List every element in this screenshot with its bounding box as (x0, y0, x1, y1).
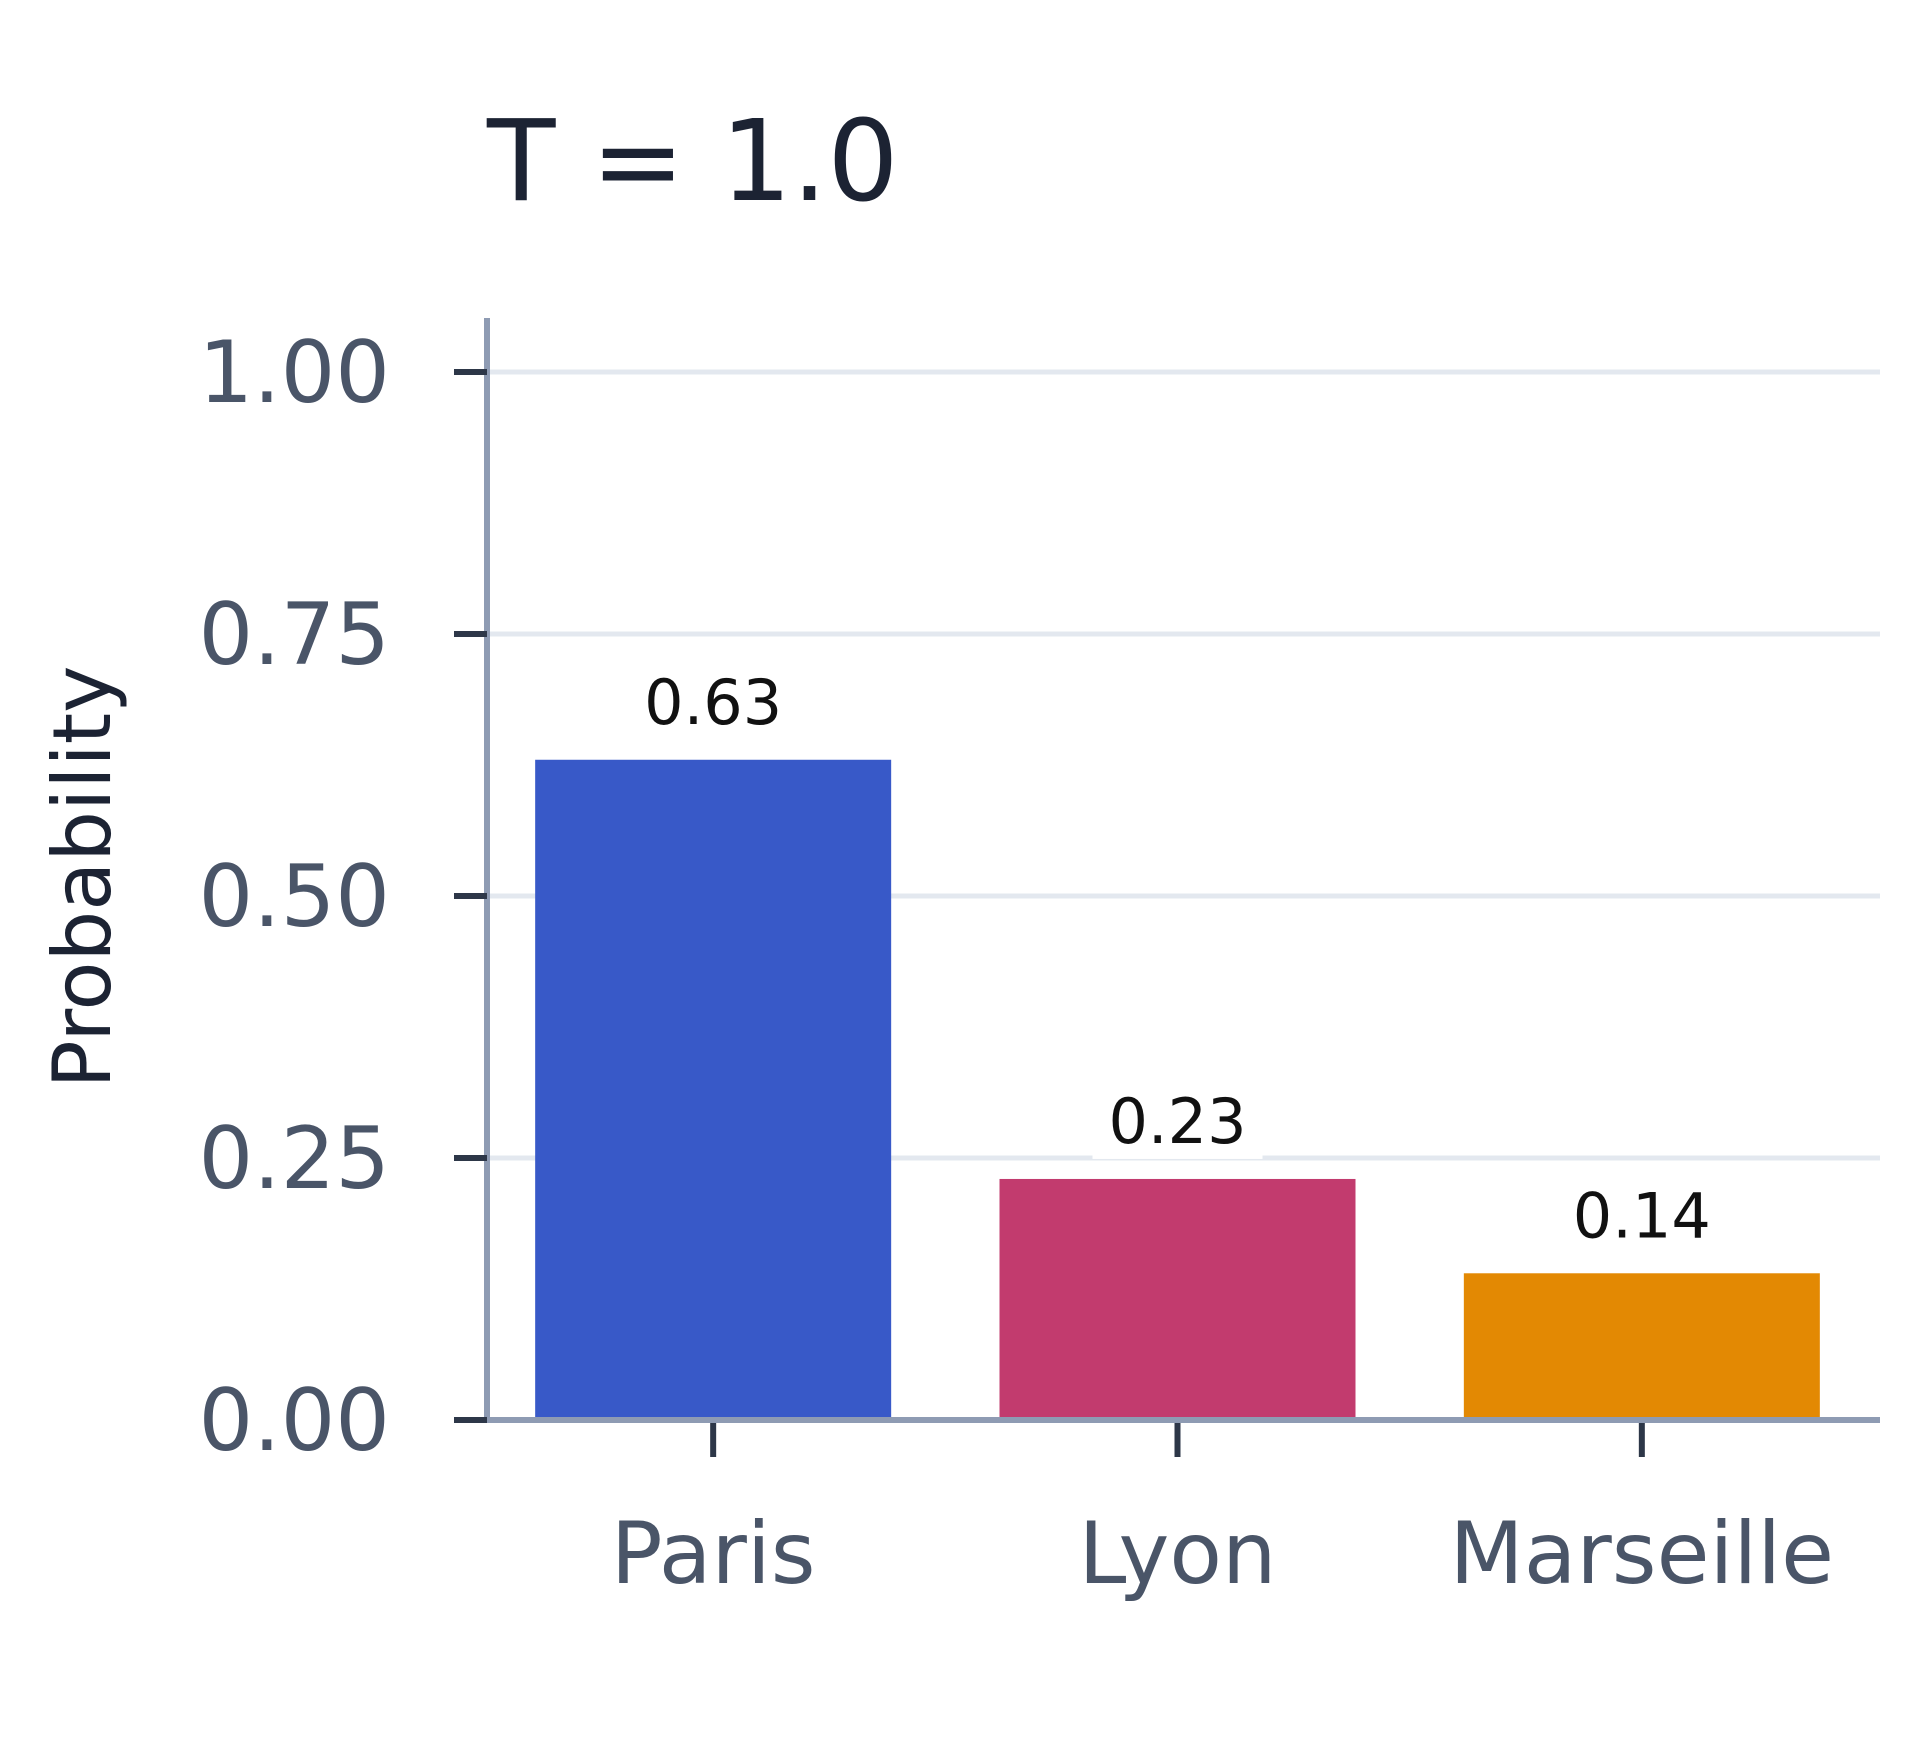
y-tick-label: 0.00 (199, 1371, 390, 1471)
y-tick-label: 1.00 (199, 323, 390, 423)
bar-value-label: 0.63 (644, 666, 782, 739)
labels: T = 1.0 Probability 0.00 0.25 0.50 0.75 1.00… (36, 97, 1834, 1604)
y-axis-title: Probability (36, 666, 129, 1089)
x-tick-label: Lyon (1078, 1504, 1276, 1604)
bar-value-label: 0.14 (1573, 1179, 1711, 1252)
x-tick-label: Marseille (1450, 1504, 1835, 1604)
value-label-background (1556, 1181, 1727, 1254)
bar-lyon (999, 1178, 1356, 1420)
chart-title: T = 1.0 (486, 97, 899, 227)
bars (535, 667, 1820, 1420)
bar-marseille (1463, 1273, 1820, 1420)
bar-value-label: 0.23 (1108, 1085, 1246, 1158)
bar-paris (535, 759, 892, 1420)
value-label-background (628, 667, 799, 740)
y-tick-label: 0.50 (199, 847, 390, 947)
y-tick-label: 0.75 (199, 585, 390, 685)
axes (454, 318, 1880, 1457)
y-tick-label: 0.25 (199, 1109, 390, 1209)
x-tick-label: Paris (611, 1504, 816, 1604)
value-label-background (1092, 1086, 1263, 1159)
